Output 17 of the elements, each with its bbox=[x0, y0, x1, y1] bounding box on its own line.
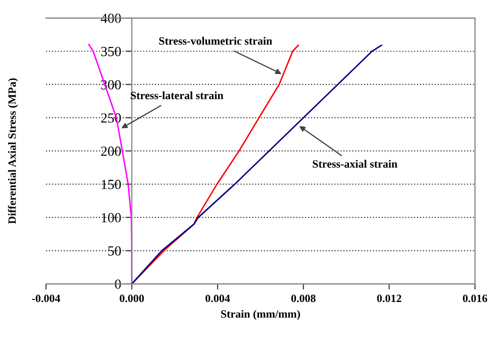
x-tick-label: 0.012 bbox=[377, 294, 402, 302]
annotation: Stress-axial strain bbox=[312, 160, 398, 168]
line-series bbox=[131, 44, 299, 284]
x-tick-label: 0.004 bbox=[206, 294, 230, 302]
y-axis-title: Differential Axial Stress (MPa) bbox=[8, 78, 18, 224]
x-tick-label: 0.016 bbox=[462, 294, 488, 302]
annotation: Stress-lateral strain bbox=[130, 91, 224, 100]
x-axis-title: Strain (mm/mm) bbox=[221, 310, 300, 320]
annotation: Stress-volumetric strain bbox=[159, 36, 272, 45]
y-tick-label: 200 bbox=[101, 146, 121, 156]
y-tick-label: 350 bbox=[101, 46, 121, 56]
y-tick-label: 150 bbox=[102, 180, 121, 190]
x-tick-label: 0.000 bbox=[120, 294, 144, 302]
x-tick-label: 0.008 bbox=[291, 294, 316, 302]
y-tick-label: 100 bbox=[102, 213, 121, 222]
x-tick-label: -0.004 bbox=[32, 294, 60, 302]
y-tick-label: 50 bbox=[108, 246, 121, 256]
